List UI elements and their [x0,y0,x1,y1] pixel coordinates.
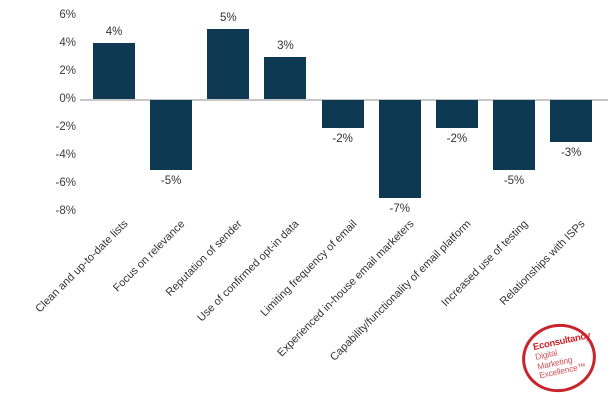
bar-data-label: 3% [277,40,294,52]
bar [207,29,250,99]
y-axis-tick-label: -2% [55,121,76,133]
y-axis-tick-label: -8% [55,205,76,217]
bar-data-label: -2% [446,133,468,145]
y-axis-tick-label: 2% [59,65,76,77]
bar-data-label: 5% [219,12,237,24]
bar-data-label: -5% [160,175,182,187]
bar [378,100,421,198]
y-axis-tick-label: -6% [55,177,76,189]
y-axis-tick-label: 4% [59,37,76,49]
bar [550,100,593,142]
bar [93,43,135,99]
y-axis-tick-label: -4% [55,149,76,161]
econsultancy-logo: Econsultancy Digital Marketing Excellenc… [515,317,603,399]
y-axis-tick-label: 0% [59,93,76,105]
bar [435,100,478,128]
bar [321,100,364,128]
bar [264,57,307,99]
bar-data-label: -2% [332,133,353,145]
bar-data-label: -5% [503,175,525,187]
bar-data-label: -3% [560,147,582,159]
bar [150,100,193,170]
y-axis-tick-label: 6% [59,9,76,21]
bar-data-label: 4% [105,26,123,38]
bar [493,100,536,170]
bar-data-label: -7% [389,203,410,215]
